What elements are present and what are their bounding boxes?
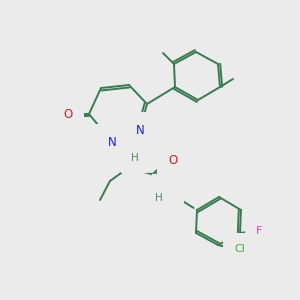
Text: F: F [256,226,262,236]
Text: H: H [155,193,163,203]
Text: O: O [168,154,178,167]
Text: H: H [131,153,139,163]
Text: O: O [63,107,73,121]
Text: Cl: Cl [235,244,245,254]
Text: N: N [108,136,116,148]
Text: N: N [164,185,172,199]
Text: N: N [136,124,144,136]
